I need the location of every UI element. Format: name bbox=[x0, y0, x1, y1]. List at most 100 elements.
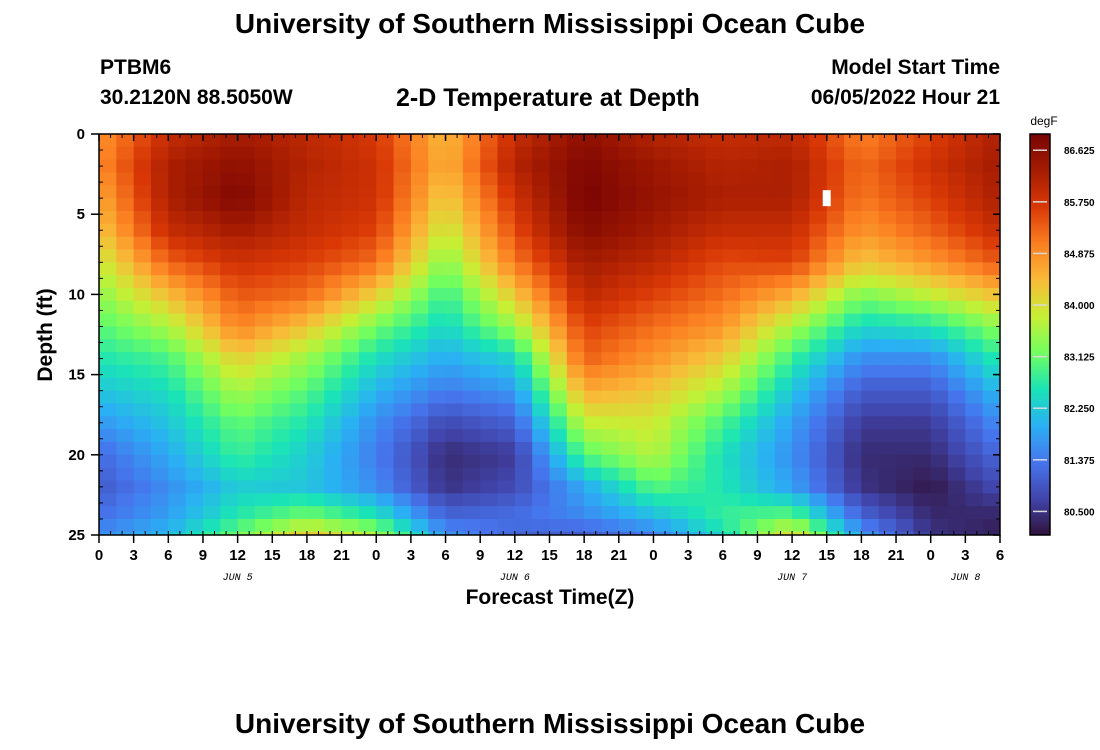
heatmap-cell bbox=[410, 352, 429, 366]
heatmap-cell bbox=[497, 300, 516, 315]
heatmap-cell bbox=[826, 480, 845, 494]
heatmap-cell bbox=[116, 480, 135, 494]
heatmap-cell bbox=[844, 159, 862, 174]
heatmap-cell bbox=[116, 185, 135, 199]
heatmap-cell bbox=[185, 416, 204, 430]
heatmap-cell bbox=[532, 210, 551, 225]
heatmap-cell bbox=[740, 429, 759, 443]
heatmap-cell bbox=[826, 287, 845, 302]
heatmap-cell bbox=[220, 467, 239, 482]
heatmap-cell bbox=[254, 429, 273, 443]
heatmap-cell bbox=[202, 198, 221, 212]
heatmap-cell bbox=[341, 159, 360, 174]
heatmap-cell bbox=[254, 480, 273, 494]
heatmap-cell bbox=[272, 185, 291, 199]
heatmap-cell bbox=[809, 429, 828, 443]
heatmap-cell bbox=[168, 326, 187, 340]
heatmap-cell bbox=[965, 441, 984, 456]
heatmap-cell bbox=[792, 364, 811, 379]
heatmap-cell bbox=[809, 441, 828, 456]
heatmap-cell bbox=[809, 518, 828, 533]
heatmap-cell bbox=[306, 352, 325, 366]
heatmap-cell bbox=[99, 198, 117, 212]
heatmap-cell bbox=[150, 352, 169, 366]
heatmap-cell bbox=[116, 364, 135, 379]
x-tick-label: 15 bbox=[541, 547, 558, 564]
heatmap-cell bbox=[861, 518, 880, 533]
heatmap-cell bbox=[306, 467, 325, 482]
heatmap-cell bbox=[393, 249, 412, 263]
heatmap-cell bbox=[462, 339, 481, 353]
heatmap-cell bbox=[653, 210, 672, 225]
heatmap-cell bbox=[341, 364, 360, 379]
heatmap-cell bbox=[861, 480, 880, 494]
heatmap-cell bbox=[237, 172, 256, 186]
heatmap-cell bbox=[376, 313, 395, 328]
heatmap-cell bbox=[202, 159, 221, 174]
heatmap-cell bbox=[757, 262, 776, 276]
heatmap-cell bbox=[306, 275, 325, 289]
heatmap-cell bbox=[428, 326, 447, 340]
heatmap-cell bbox=[792, 518, 811, 533]
heatmap-cell bbox=[497, 326, 516, 340]
heatmap-cell bbox=[653, 467, 672, 482]
x-tick-label: 3 bbox=[407, 547, 415, 564]
heatmap-cell bbox=[774, 467, 793, 482]
heatmap-cell bbox=[168, 249, 187, 263]
heatmap-cell bbox=[948, 146, 966, 161]
heatmap-cell bbox=[289, 377, 308, 392]
heatmap-cell bbox=[289, 480, 308, 494]
heatmap-cell bbox=[462, 518, 481, 533]
heatmap-cell bbox=[705, 326, 724, 340]
heatmap-cell bbox=[445, 326, 464, 340]
heatmap-cell bbox=[774, 300, 793, 315]
heatmap-cell bbox=[566, 429, 585, 443]
heatmap-cell bbox=[358, 326, 377, 340]
heatmap-cell bbox=[497, 236, 516, 251]
heatmap-cell bbox=[878, 352, 897, 366]
heatmap-cell bbox=[757, 134, 776, 148]
heatmap-cell bbox=[497, 416, 516, 430]
heatmap-cell bbox=[826, 134, 845, 148]
heatmap-cell bbox=[133, 403, 152, 417]
heatmap-cell bbox=[653, 223, 672, 238]
heatmap-cell bbox=[844, 134, 862, 148]
heatmap-cell bbox=[948, 198, 966, 212]
heatmap-cell bbox=[99, 441, 117, 456]
heatmap-cell bbox=[133, 210, 152, 225]
heatmap-cell bbox=[705, 262, 724, 276]
heatmap-cell bbox=[670, 531, 689, 535]
heatmap-cell bbox=[410, 339, 429, 353]
heatmap-cell bbox=[566, 416, 585, 430]
heatmap-cell bbox=[896, 198, 914, 212]
heatmap-cell bbox=[272, 506, 291, 520]
heatmap-cell bbox=[809, 262, 828, 276]
heatmap-cell bbox=[930, 518, 949, 533]
heatmap-cell bbox=[480, 287, 499, 302]
heatmap-cell bbox=[861, 454, 880, 469]
heatmap-cell bbox=[445, 172, 464, 186]
heatmap-cell bbox=[601, 364, 620, 379]
heatmap-cell bbox=[844, 185, 862, 199]
heatmap-cell bbox=[601, 390, 620, 405]
heatmap-cell bbox=[896, 429, 914, 443]
heatmap-cell bbox=[358, 210, 377, 225]
heatmap-cell bbox=[705, 185, 724, 199]
heatmap-cell bbox=[410, 454, 429, 469]
heatmap-cell bbox=[237, 403, 256, 417]
heatmap-cell bbox=[722, 172, 741, 186]
heatmap-cell bbox=[688, 454, 707, 469]
heatmap-cell bbox=[462, 390, 481, 405]
heatmap-cell bbox=[254, 403, 273, 417]
heatmap-cell bbox=[272, 300, 291, 315]
heatmap-cell bbox=[289, 403, 308, 417]
heatmap-cell bbox=[618, 262, 637, 276]
heatmap-cell bbox=[722, 531, 741, 535]
heatmap-cell bbox=[826, 531, 845, 535]
heatmap-cell bbox=[913, 429, 932, 443]
heatmap-cell bbox=[913, 223, 932, 238]
heatmap-cell bbox=[393, 441, 412, 456]
heatmap-cell bbox=[445, 275, 464, 289]
heatmap-cell bbox=[774, 172, 793, 186]
heatmap-cell bbox=[202, 506, 221, 520]
